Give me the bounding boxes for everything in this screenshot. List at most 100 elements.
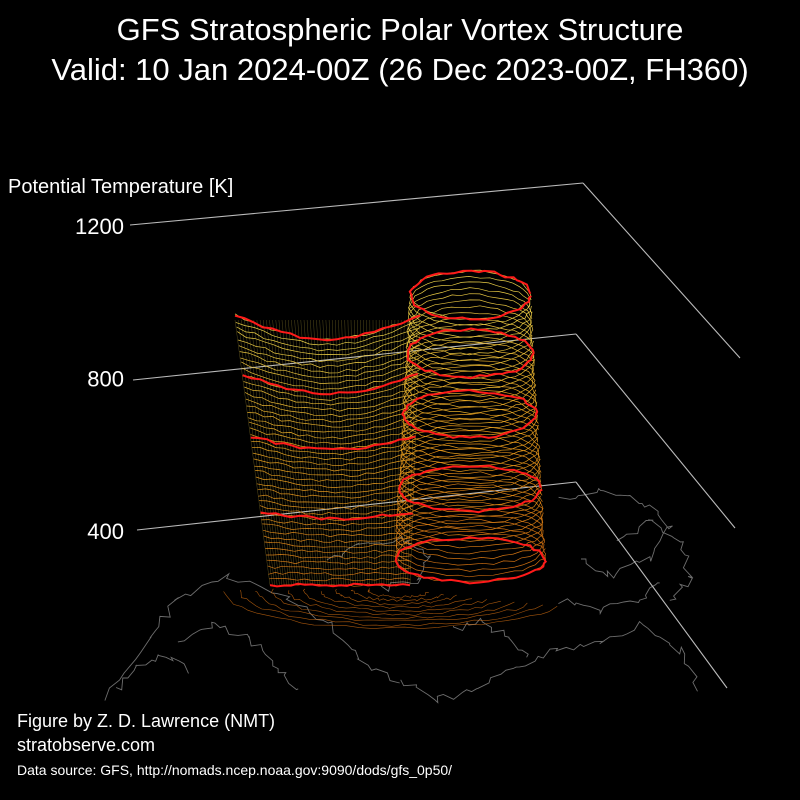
vortex-contour: [399, 442, 541, 489]
depth-axis-400: [575, 481, 728, 689]
coastline-segment: [177, 621, 299, 691]
vortex-striation: [269, 319, 297, 586]
vortex-contour: [242, 374, 418, 395]
vortex-striation: [328, 319, 342, 586]
vortex-striation: [259, 319, 290, 586]
level-ring: [394, 536, 548, 585]
vortex-striation: [357, 319, 363, 586]
vortex-striation: [300, 319, 320, 586]
vortex-contour: [259, 505, 414, 516]
vortex-striation: [250, 319, 283, 586]
vortex-contour: [255, 470, 415, 482]
vortex-contour: [259, 499, 414, 511]
level-ring: [269, 582, 411, 588]
vortex-contour: [397, 483, 544, 531]
vortex-contour: [266, 559, 411, 565]
vortex-striation: [294, 319, 316, 586]
vortex-isosurface: [223, 269, 558, 629]
vortex-base-contour: [303, 588, 487, 613]
vortex-contour: [402, 406, 539, 455]
vortex-striation: [363, 319, 368, 586]
level-ring: [234, 314, 421, 342]
level-ring: [242, 372, 419, 396]
figure-credit: Figure by Z. D. Lawrence (NMT): [17, 711, 276, 731]
vortex-contour: [245, 398, 417, 417]
vortex-striation: [281, 319, 306, 586]
vortex-striation: [402, 319, 411, 586]
z-axis-label: Potential Temperature [K]: [8, 176, 233, 198]
vortex-striation: [388, 319, 392, 586]
vortex-contour: [250, 434, 416, 450]
website-link[interactable]: stratobserve.com: [17, 735, 156, 755]
vortex-contour: [395, 506, 544, 555]
z-tick-800: 800: [87, 367, 124, 392]
vortex-contour: [239, 349, 419, 374]
vortex-contour: [267, 565, 411, 571]
vortex-contour: [403, 382, 537, 431]
chart-title-line2: Valid: 10 Jan 2024-00Z (26 Dec 2023-00Z,…: [51, 52, 749, 87]
vortex-striation: [272, 319, 299, 586]
z-tick-400: 400: [87, 519, 124, 544]
vortex-contour: [395, 518, 546, 566]
vortex-striation: [397, 319, 405, 586]
vortex-contour: [262, 523, 413, 532]
vortex-striation: [395, 319, 402, 586]
vortex-contour: [408, 299, 533, 350]
level-ring: [250, 435, 416, 451]
vortex-striation: [350, 319, 358, 586]
vortex-striation: [247, 319, 280, 586]
level-ring: [260, 511, 413, 521]
vortex-striation: [303, 319, 323, 586]
vortex-contour: [266, 554, 412, 560]
vortex-striation: [310, 319, 328, 586]
vortex-contour: [403, 359, 536, 408]
vortex-contour: [399, 448, 542, 495]
vortex-contour: [403, 370, 537, 420]
vortex-contour: [244, 392, 418, 412]
vortex-contour: [238, 344, 420, 368]
vortex-base-contour: [288, 590, 501, 616]
vortex-striation: [316, 319, 332, 586]
depth-axis-800: [575, 333, 736, 529]
vortex-contour: [256, 482, 414, 494]
vortex-contour: [252, 447, 416, 461]
vortex-striation: [278, 319, 304, 586]
vortex-striation: [372, 319, 375, 586]
z-axis-gridline-400: [136, 481, 577, 531]
vortex-striation: [338, 319, 349, 586]
vortex-contour: [251, 441, 416, 455]
vortex-striation: [234, 319, 271, 586]
vortex-contour: [257, 488, 414, 499]
vortex-striation: [241, 319, 275, 586]
vortex-base-contour: [240, 589, 544, 627]
vortex-striation: [386, 319, 389, 586]
vortex-contour: [244, 385, 418, 406]
vortex-striation: [263, 319, 292, 586]
vortex-striation: [325, 319, 339, 586]
vortex-contour: [265, 547, 412, 554]
vortex-striation: [319, 319, 335, 586]
level-ring: [406, 327, 535, 380]
vortex-contour: [264, 541, 412, 549]
vortex-contour: [408, 287, 533, 338]
coastline-segment: [616, 519, 694, 601]
vortex-striation: [285, 319, 309, 586]
vortex-contour: [400, 425, 541, 472]
vortex-striation: [313, 319, 330, 586]
vortex-base-contour: [255, 591, 528, 621]
vortex-contour: [402, 376, 538, 425]
vortex-base-contour: [350, 589, 444, 602]
vortex-contour: [402, 400, 539, 449]
vortex-base-contour: [223, 591, 558, 629]
vortex-striation: [381, 319, 383, 586]
vortex-striation: [393, 319, 399, 586]
vortex-striation: [375, 319, 377, 586]
vortex-contour: [238, 339, 420, 362]
highlight-level-rings: [234, 269, 548, 588]
vortex-contour: [396, 478, 543, 525]
vortex-striation: [291, 319, 313, 586]
coastline-segment: [453, 617, 529, 658]
vortex-striation: [237, 319, 273, 586]
vortex-base-contour: [367, 588, 429, 599]
vortex-contour: [406, 305, 534, 356]
